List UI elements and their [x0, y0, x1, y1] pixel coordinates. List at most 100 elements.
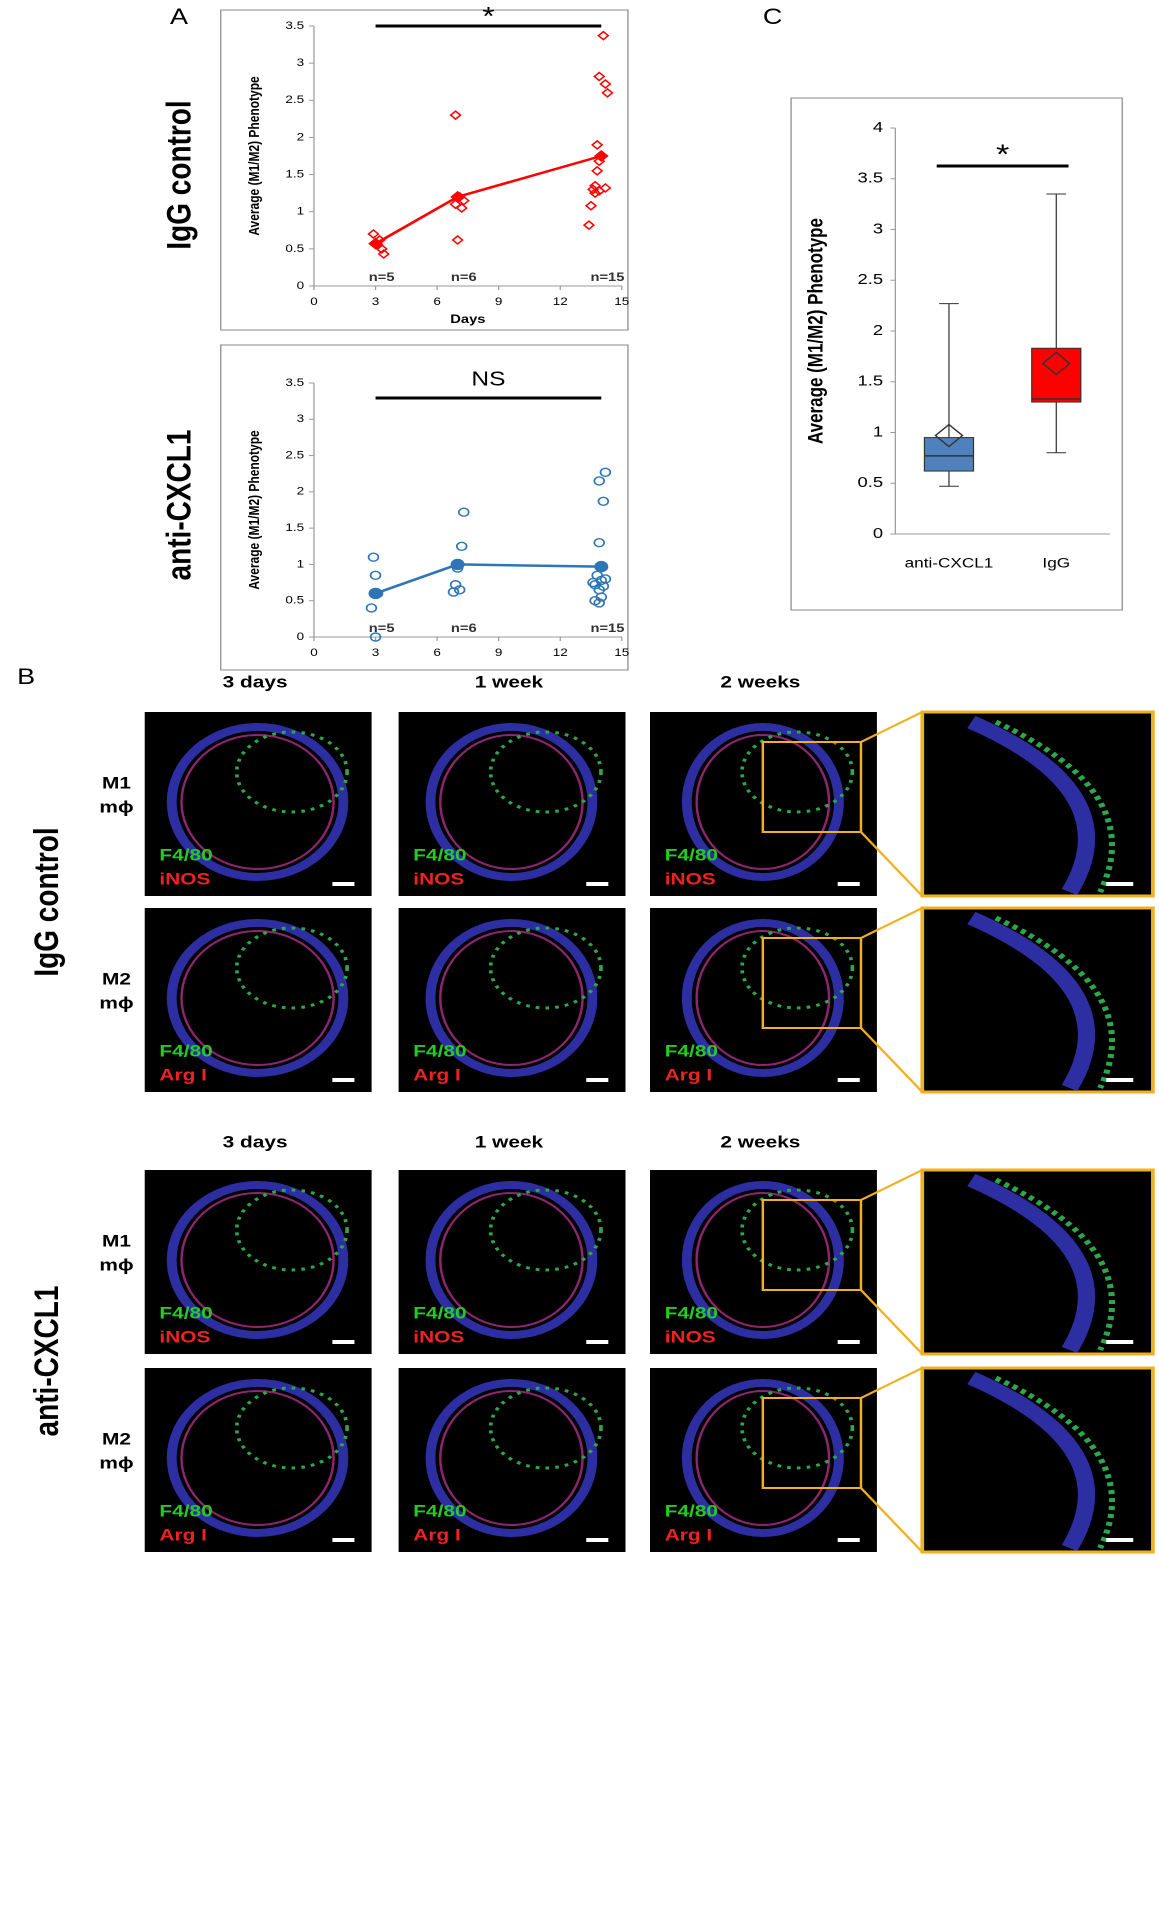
tissue-ring	[425, 919, 598, 1077]
tissue-ring	[166, 1181, 349, 1339]
zoom-box	[761, 937, 863, 1029]
column-header: 3 days	[223, 1133, 288, 1152]
row-marker: M2	[102, 1430, 131, 1449]
mean-line	[374, 154, 602, 245]
tissue-ring	[681, 919, 844, 1077]
mean-line	[374, 563, 602, 595]
tissue-ring	[425, 1379, 598, 1537]
column-header: 1 week	[475, 1133, 544, 1152]
zoomed-micrograph	[920, 1168, 1155, 1356]
stain-label: Arg I	[159, 1526, 206, 1545]
mean-marker	[1041, 351, 1071, 376]
tissue-arc	[994, 915, 1116, 1089]
data-point	[599, 78, 612, 89]
stain-label: F4/80	[159, 1502, 212, 1521]
data-point	[367, 552, 380, 562]
tissue-ring	[234, 1188, 349, 1272]
tissue-ring	[740, 1188, 855, 1272]
row-marker: mϕ	[99, 1256, 133, 1275]
tissue-arc	[967, 1371, 1096, 1552]
data-point	[368, 237, 383, 250]
data-point	[599, 467, 612, 477]
tissue-ring	[488, 1188, 603, 1272]
data-point	[447, 587, 460, 597]
y-tick-label: 2	[297, 485, 305, 498]
tissue-ring	[425, 723, 598, 881]
stain-label: iNOS	[413, 1328, 464, 1347]
data-point	[582, 220, 596, 231]
data-point	[593, 476, 606, 486]
data-point	[377, 249, 390, 260]
zoomed-micrograph	[920, 710, 1155, 898]
x-tick-label: 6	[433, 295, 441, 308]
tissue-ring	[681, 723, 844, 881]
stain-label: F4/80	[413, 1502, 466, 1521]
y-axis-label: Average (M1/M2) Phenotype	[246, 430, 262, 589]
annotation: *	[482, 3, 494, 32]
data-point	[455, 203, 468, 213]
n-label: n=15	[590, 270, 624, 283]
data-point	[367, 229, 380, 239]
data-point	[586, 184, 600, 195]
y-tick-label: 3.5	[285, 376, 304, 389]
data-point	[450, 558, 465, 571]
y-tick-label: 0	[297, 630, 305, 643]
x-tick-label: anti-CXCL1	[905, 556, 994, 571]
data-point	[365, 603, 378, 613]
data-point	[369, 632, 382, 642]
n-label: n=15	[590, 621, 624, 634]
y-tick-label: 2.5	[285, 449, 304, 462]
tissue-arc	[967, 1173, 1096, 1354]
tissue-ring	[695, 1390, 831, 1526]
x-tick-label: 3	[372, 646, 380, 659]
y-tick-label: 0.5	[285, 594, 304, 607]
row-marker: mϕ	[99, 1454, 133, 1473]
row-label: IgG control	[160, 100, 198, 249]
y-tick-label: 3	[297, 412, 305, 425]
stain-label: F4/80	[159, 1304, 212, 1323]
tissue-ring	[425, 1181, 598, 1339]
chart-frame	[220, 9, 629, 331]
zoom-guide	[860, 1169, 923, 1201]
data-point	[458, 507, 470, 517]
zoom-box	[761, 741, 863, 833]
tissue-ring	[681, 1379, 844, 1537]
zoom-guide	[860, 907, 923, 939]
zoomed-micrograph	[920, 906, 1155, 1094]
x-tick-label: IgG	[1042, 556, 1070, 571]
y-tick-label: 0.5	[857, 474, 883, 491]
stain-label: F4/80	[159, 1042, 212, 1061]
data-point	[584, 200, 598, 211]
tissue-ring	[488, 926, 603, 1010]
stain-label: F4/80	[665, 1502, 718, 1521]
tissue-arc	[967, 911, 1096, 1092]
y-tick-label: 1	[297, 205, 305, 218]
data-point	[594, 560, 609, 573]
column-header: 1 week	[475, 673, 544, 692]
data-point	[368, 587, 383, 600]
panel-label: A	[170, 5, 189, 29]
y-tick-label: 1	[297, 558, 305, 571]
row-marker: M2	[102, 970, 131, 989]
zoom-guide	[860, 1487, 924, 1553]
data-point	[597, 496, 610, 506]
tissue-ring	[488, 730, 603, 814]
y-tick-label: 1.5	[285, 521, 304, 534]
tissue-ring	[180, 930, 335, 1066]
data-point	[451, 234, 464, 245]
data-point	[597, 30, 610, 41]
zoom-box	[761, 1199, 863, 1291]
row-marker: M1	[102, 774, 131, 793]
box	[923, 437, 975, 472]
y-tick-label: 3	[297, 56, 305, 69]
y-tick-label: 0.5	[285, 242, 304, 255]
tissue-ring	[740, 926, 855, 1010]
zoom-guide	[860, 1289, 924, 1355]
data-point	[593, 537, 606, 548]
x-tick-label: 12	[553, 646, 568, 659]
tissue-ring	[234, 730, 349, 814]
row-marker: mϕ	[99, 994, 133, 1013]
y-tick-label: 3.5	[285, 19, 304, 32]
stain-label: F4/80	[413, 846, 466, 865]
